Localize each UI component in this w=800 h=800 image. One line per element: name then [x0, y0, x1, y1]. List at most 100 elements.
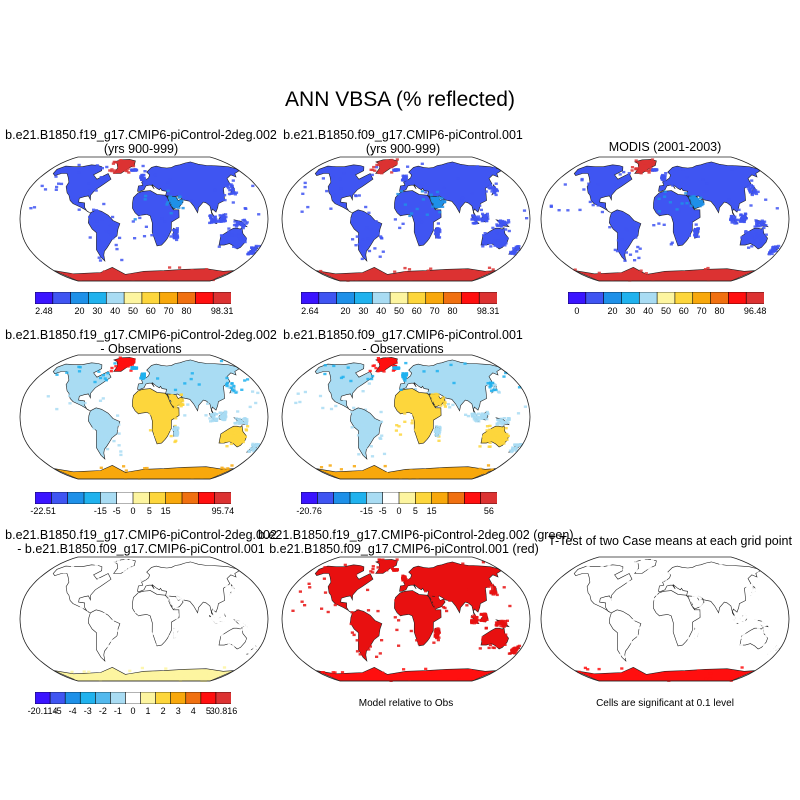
colorbar-tick-label: 70	[163, 306, 174, 316]
colorbar-swatch	[88, 292, 107, 304]
colorbar-swatch	[301, 492, 318, 504]
panel-title-case1: b.e21.B1850.f19_g17.CMIP6-piControl-2deg…	[0, 128, 282, 156]
colorbar-swatch	[318, 292, 338, 304]
speckle-japan	[745, 183, 759, 197]
speckle-nz	[509, 245, 521, 256]
speckle-sumatra	[470, 412, 481, 423]
colorbar-tick-label: 80	[714, 306, 725, 316]
continent-antarctica	[574, 266, 756, 282]
colorbar-tick-label: -5	[112, 506, 121, 516]
colorbar-swatch	[366, 492, 384, 504]
speckle-greenland	[368, 357, 398, 373]
colorbar-tick-label: 96.48	[743, 306, 767, 316]
speckle-uk	[139, 173, 147, 182]
speckle-north-america	[549, 170, 631, 214]
speckle-madagascar	[692, 227, 700, 238]
speckle-iceland	[650, 568, 660, 572]
colorbar-swatch	[35, 292, 54, 304]
speckle-australia	[478, 626, 508, 650]
speckle-uk	[660, 173, 667, 182]
colorbar-tick-label: 20	[607, 306, 618, 316]
speckle-australia	[220, 626, 249, 649]
colorbar-swatch	[382, 492, 400, 504]
colorbar-swatch	[443, 292, 462, 304]
continent-australia	[739, 626, 768, 650]
panel-title-line: b.e21.B1850.f19_g17.CMIP6-piControl-2deg…	[5, 528, 277, 542]
speckle-newguinea	[233, 619, 248, 628]
colorbar-swatch	[200, 692, 217, 704]
speckle-africa	[393, 190, 442, 240]
continent-north-america	[314, 564, 374, 614]
panel-title-ttest: T-Test of two Case means at each grid po…	[540, 534, 800, 548]
colorbar-swatch	[155, 692, 172, 704]
speckle-iceland	[392, 568, 399, 572]
colorbar-swatch	[568, 292, 587, 304]
speckle-south-america	[88, 208, 124, 262]
panel-title-diff1: b.e21.B1850.f19_g17.CMIP6-piControl-2deg…	[0, 328, 282, 356]
colorbar-tick-label: 5	[412, 506, 418, 516]
speckle-australia	[740, 226, 768, 249]
colorbar-tick-label: 5	[205, 706, 211, 716]
speckle-south-america	[610, 611, 642, 658]
continent-eurasia	[137, 561, 240, 619]
speckle-antarctica	[319, 464, 494, 480]
colorbar-tick-label: 2.64	[301, 306, 319, 316]
colorbar-tick-label: 1	[145, 706, 151, 716]
speckle-newguinea	[753, 219, 768, 228]
speckle-sumatra	[208, 614, 219, 625]
colorbar-swatch	[83, 492, 101, 504]
speckle-uk	[400, 174, 409, 182]
colorbar-swatch	[79, 692, 96, 704]
speckle-madagascar	[433, 227, 442, 239]
speckle-greenland	[630, 158, 655, 175]
colorbar-tick-label: 30.816	[209, 706, 238, 716]
colorbar-case2	[301, 292, 497, 304]
colorbar-tick-label: 60	[145, 306, 156, 316]
speckle-japan	[224, 183, 239, 196]
speckle-newguinea	[232, 218, 249, 228]
note-ttest: Cells are significant at 0.1 level	[596, 698, 734, 709]
colorbar-swatch	[100, 492, 118, 504]
colorbar-tick-label: 50	[127, 306, 139, 316]
colorbar-swatch	[70, 292, 90, 304]
colorbar-diff2	[301, 492, 497, 504]
map-outline	[540, 556, 790, 682]
panel-title-line: b.e21.B1850.f09_g17.CMIP6-piControl.001	[283, 128, 523, 142]
colorbar-case1	[35, 292, 231, 304]
speckle-newguinea	[495, 219, 511, 228]
speckle-greenland	[627, 558, 655, 573]
colorbar-tick-label: 0	[130, 506, 136, 516]
continent-north-america	[314, 164, 374, 214]
colorbar-swatch	[745, 292, 764, 304]
speckle-newguinea	[753, 618, 770, 628]
panel-title-relobs: b.e21.B1850.f19_g17.CMIP6-piControl-2deg…	[258, 528, 574, 556]
speckle-iceland	[392, 168, 401, 172]
panel-title-line: - Observations	[362, 342, 444, 356]
colorbar-tick-label: 60	[678, 306, 689, 316]
panel-title-line: (yrs 900-999)	[365, 142, 441, 156]
continent-antarctica	[315, 666, 497, 682]
map-outline	[281, 354, 531, 480]
colorbar-swatch	[710, 292, 729, 304]
colorbar-tick-label: 40	[110, 306, 121, 316]
continent-eurasia	[658, 161, 761, 219]
colorbar-tick-label: 30	[358, 306, 369, 316]
colorbar-swatch	[354, 292, 373, 304]
map-diff2	[281, 354, 531, 480]
colorbar-swatch	[195, 292, 214, 304]
map-outline	[281, 156, 531, 282]
panel-title-line: b.e21.B1850.f09_g17.CMIP6-piControl.001	[283, 328, 523, 342]
colorbar-swatch	[214, 492, 231, 504]
main-title: ANN VBSA (% reflected)	[285, 88, 515, 111]
panel-title-line: MODIS (2001-2003)	[608, 140, 722, 154]
colorbar-tick-label: 0	[574, 306, 580, 316]
panel-title-line: (yrs 900-999)	[103, 142, 179, 156]
colorbar-tick-label: 3	[175, 706, 181, 716]
speckle-south-america	[88, 608, 124, 656]
speckle-antarctica	[94, 464, 234, 480]
colorbar-swatch	[149, 492, 167, 504]
continent-antarctica	[315, 464, 497, 480]
colorbar-obs	[568, 292, 764, 304]
map-relobs	[281, 556, 531, 682]
colorbar-tick-label: 5	[146, 506, 152, 516]
